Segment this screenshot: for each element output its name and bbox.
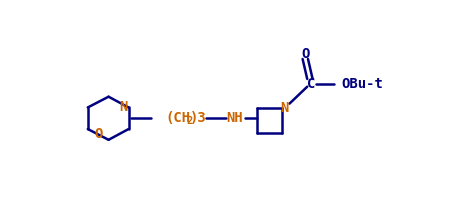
Text: 2: 2 <box>186 116 192 126</box>
Text: NH: NH <box>226 111 243 125</box>
Text: O: O <box>95 127 103 141</box>
Text: C: C <box>307 77 315 90</box>
Text: N: N <box>119 101 128 115</box>
Text: )3: )3 <box>190 111 207 125</box>
Text: N: N <box>280 101 288 115</box>
Text: OBu-t: OBu-t <box>342 77 384 90</box>
Text: (CH: (CH <box>165 111 190 125</box>
Text: O: O <box>302 47 310 61</box>
